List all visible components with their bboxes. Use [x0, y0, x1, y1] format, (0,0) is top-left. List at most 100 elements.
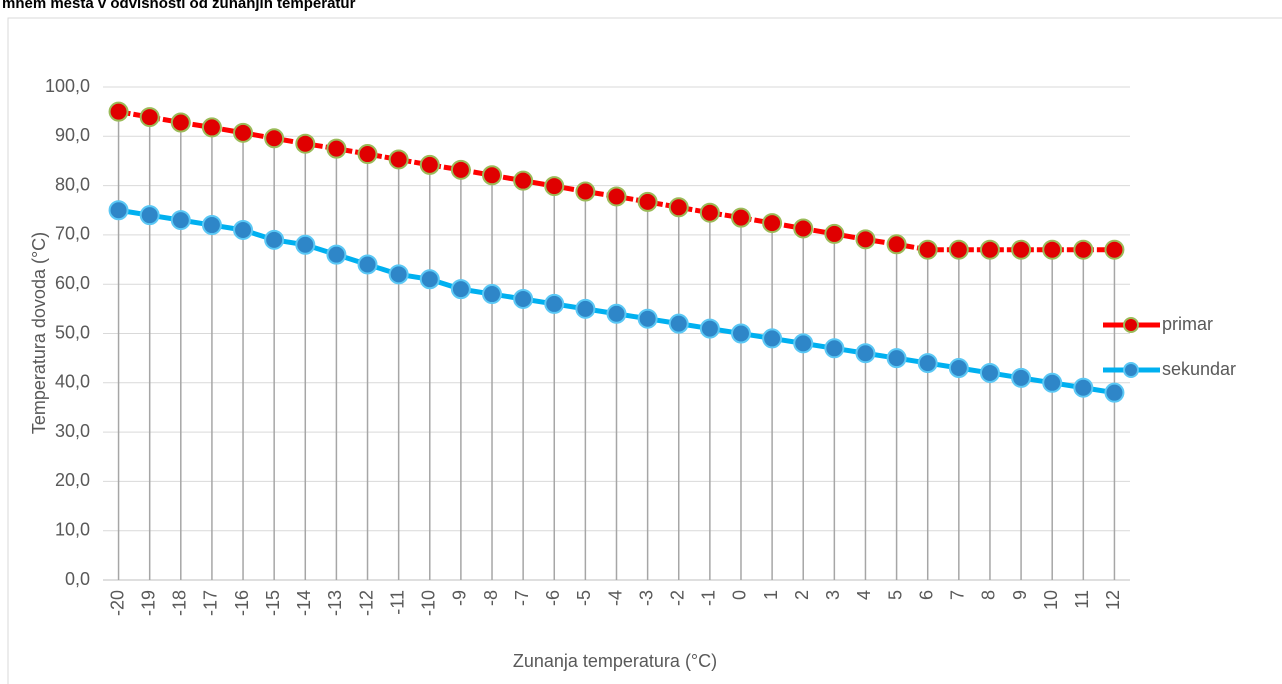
data-point [1073, 239, 1094, 260]
data-point [482, 165, 503, 186]
x-tick-label: 4 [854, 590, 874, 600]
data-point [637, 308, 658, 329]
y-tick-label: 50,0 [55, 322, 90, 342]
data-point [699, 202, 720, 223]
data-point [575, 298, 596, 319]
data-point [201, 215, 222, 236]
data-point [326, 138, 347, 159]
x-tick-label: -19 [138, 590, 158, 616]
data-point [201, 117, 222, 138]
x-tick-label: -13 [325, 590, 345, 616]
y-tick-label: 10,0 [55, 519, 90, 539]
data-point [264, 229, 285, 250]
data-point [855, 229, 876, 250]
x-tick-label: -6 [543, 590, 563, 606]
x-tick-label: -1 [699, 590, 719, 606]
x-tick-label: 2 [792, 590, 812, 600]
data-point [233, 219, 254, 240]
data-point [295, 234, 316, 255]
data-point [139, 107, 160, 128]
data-point [544, 293, 565, 314]
data-point [1042, 239, 1063, 260]
data-point [108, 200, 129, 221]
x-tick-label: -14 [294, 590, 314, 616]
data-point [699, 318, 720, 339]
data-point [668, 197, 689, 218]
data-point [886, 348, 907, 369]
legend-label: primar [1162, 314, 1213, 334]
data-point [948, 358, 969, 379]
x-tick-label: -8 [481, 590, 501, 606]
x-tick-label: 11 [1072, 590, 1092, 609]
data-point [295, 133, 316, 154]
data-point [917, 239, 938, 260]
data-point [139, 205, 160, 226]
data-point [886, 234, 907, 255]
data-point [388, 264, 409, 285]
x-tick-label: -4 [605, 590, 625, 606]
data-point [793, 333, 814, 354]
data-point [419, 269, 440, 290]
x-tick-label: 7 [948, 590, 968, 600]
x-axis-title: Zunanja temperatura (°C) [513, 651, 717, 671]
data-point [388, 149, 409, 170]
x-tick-label: -17 [201, 590, 221, 616]
data-point [855, 343, 876, 364]
y-tick-label: 0,0 [65, 569, 90, 589]
x-tick-label: 6 [916, 590, 936, 600]
data-point [108, 101, 129, 122]
x-tick-label: 0 [730, 590, 750, 600]
data-point [668, 313, 689, 334]
x-tick-label: -7 [512, 590, 532, 606]
data-point [450, 279, 471, 300]
data-point [979, 362, 1000, 383]
data-point [357, 254, 378, 275]
data-point [793, 218, 814, 239]
data-point [979, 239, 1000, 260]
data-point [264, 128, 285, 149]
chart-frame [7, 17, 1282, 684]
data-point [233, 122, 254, 143]
data-point [637, 191, 658, 212]
data-point [824, 223, 845, 244]
data-point [917, 353, 938, 374]
x-tick-label: 10 [1041, 590, 1061, 610]
legend-marker [1123, 362, 1139, 378]
y-tick-label: 100,0 [45, 76, 90, 96]
data-point [762, 328, 783, 349]
data-point [1011, 239, 1032, 260]
legend-marker [1123, 317, 1139, 333]
data-point [1104, 239, 1125, 260]
x-tick-label: -5 [574, 590, 594, 606]
legend-label: sekundar [1162, 359, 1236, 379]
x-tick-label: 5 [885, 590, 905, 600]
x-tick-label: -10 [419, 590, 439, 616]
data-point [482, 284, 503, 305]
x-tick-label: 12 [1103, 590, 1123, 610]
x-tick-label: -16 [232, 590, 252, 616]
data-point [450, 159, 471, 180]
data-point [1042, 372, 1063, 393]
y-axis-title: Temperatura dovoda (°C) [29, 232, 49, 434]
data-point [762, 213, 783, 234]
chart-title: mnem mesta v odvisnosti od zunanjih temp… [2, 0, 356, 12]
x-tick-label: 3 [823, 590, 843, 600]
y-tick-label: 20,0 [55, 470, 90, 490]
data-point [170, 210, 191, 231]
data-point [1104, 382, 1125, 403]
data-point [1011, 367, 1032, 388]
data-point [948, 239, 969, 260]
data-point [419, 154, 440, 175]
data-point [513, 288, 534, 309]
data-point [357, 144, 378, 165]
y-tick-label: 60,0 [55, 273, 90, 293]
data-point [730, 323, 751, 344]
data-point [544, 176, 565, 197]
x-tick-label: 1 [761, 590, 781, 600]
x-tick-label: 8 [979, 590, 999, 600]
x-tick-label: -18 [170, 590, 190, 616]
x-tick-label: -2 [667, 590, 687, 606]
data-point [730, 207, 751, 228]
y-tick-label: 30,0 [55, 421, 90, 441]
